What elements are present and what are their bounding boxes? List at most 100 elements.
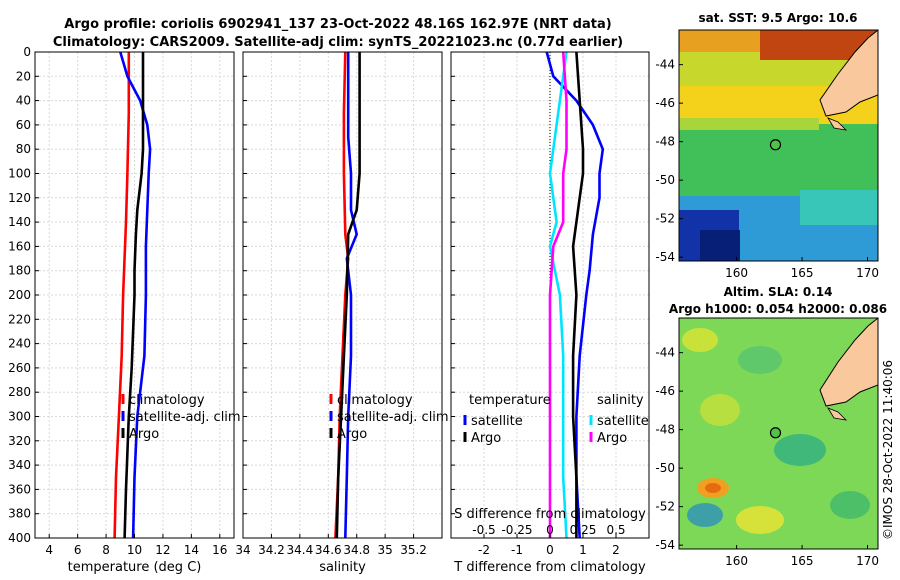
x-tick-label: 10: [127, 543, 142, 557]
map-y-tick-label: -52: [655, 500, 675, 514]
map-y-tick-label: -54: [655, 250, 675, 264]
x-tick-label: 14: [184, 543, 199, 557]
map-y-tick-label: -44: [655, 58, 675, 72]
y-tick-label: 380: [8, 507, 31, 521]
y-tick-label: 200: [8, 288, 31, 302]
s-diff-tick-label: 0.5: [606, 523, 625, 537]
y-tick-label: 340: [8, 458, 31, 472]
y-tick-label: 40: [16, 94, 31, 108]
sla-blob-6: [687, 503, 723, 527]
map-y-tick-label: -48: [655, 135, 675, 149]
sst-land: [819, 30, 878, 117]
y-tick-label: 360: [8, 482, 31, 496]
x-tick-label: 0: [546, 543, 554, 557]
sst-transition: [679, 118, 819, 130]
y-tick-label: 280: [8, 385, 31, 399]
map-x-tick-label: 165: [791, 266, 814, 280]
sst-map-title: sat. SST: 9.5 Argo: 10.6: [698, 11, 857, 25]
panel-difference: -2 -1 0 1 2 T difference from climatology temp…: [450, 51, 650, 575]
x-tick-label: 16: [212, 543, 227, 557]
legend-left-label: satellite: [471, 414, 523, 429]
sla-blob-2: [738, 346, 782, 374]
series-argo: [335, 52, 361, 539]
y-tick-label: 160: [8, 239, 31, 253]
y-tick-label: 240: [8, 337, 31, 351]
watermark: ©IMOS 28-Oct-2022 11:40:06: [881, 360, 895, 540]
map-y-tick-label: -46: [655, 96, 675, 110]
header-line2: Climatology: CARS2009. Satellite-adj cli…: [53, 35, 623, 50]
x-axis-label: temperature (deg C): [68, 560, 202, 575]
sla-blob-1: [682, 328, 718, 352]
map-y-tick-label: -48: [655, 423, 675, 437]
sst-frame: [678, 29, 879, 262]
x-tick-label: 2: [612, 543, 620, 557]
map-y-tick-label: -50: [655, 461, 675, 475]
legend-label: Argo: [337, 427, 367, 442]
y-tick-label: 140: [8, 215, 31, 229]
map-y-tick-label: -50: [655, 173, 675, 187]
y-tick-label: 260: [8, 361, 31, 375]
s-diff-tick-label: -0.25: [501, 523, 532, 537]
x-tick-label: 35.2: [400, 543, 427, 557]
panel-salinity: 34 34.2 34.4 34.6 34.8 35 35.2 salinity climatol…: [235, 51, 449, 575]
x-tick-label: 34: [235, 543, 250, 557]
panel-temperature: 4 6 8 10 12 14 16 temperature (deg C) 0 20 40 60 80 1…: [8, 45, 241, 575]
map-y-tick-label: -46: [655, 384, 675, 398]
x-tick-label: 34.4: [286, 543, 313, 557]
x-axis-label: salinity: [319, 560, 366, 575]
sla-blob-5-core: [705, 483, 721, 493]
x-tick-label: 4: [45, 543, 53, 557]
legend-right-title: salinity: [597, 393, 644, 408]
sla-map-title2: Argo h1000: 0.054 h2000: 0.086: [669, 302, 887, 316]
legend-label: satellite-adj. clim: [337, 410, 449, 425]
y-tick-label: 20: [16, 69, 31, 83]
sla-frame: [678, 317, 879, 550]
x-tick-label: 1: [579, 543, 587, 557]
y-tick-label: 300: [8, 410, 31, 424]
x-tick-label: 8: [102, 543, 110, 557]
sla-blob-8: [830, 491, 870, 519]
map-x-tick-label: 170: [856, 266, 879, 280]
x-tick-label: -2: [478, 543, 490, 557]
map-x-tick-label: 160: [725, 266, 748, 280]
sla-land: [819, 318, 878, 407]
s-diff-axis-label: S difference from climatology: [454, 507, 646, 522]
y-tick-label: 320: [8, 434, 31, 448]
series-climatology: [113, 52, 131, 539]
sla-blob-3: [700, 394, 740, 426]
legend-label: Argo: [129, 427, 159, 442]
sst-argo-marker: [769, 139, 782, 151]
sla-ticks: 160 165 170 -44 -46 -48 -50 -52 -54: [655, 346, 879, 568]
x-tick-label: 12: [155, 543, 170, 557]
series-satellite-adj-clim: [344, 52, 359, 539]
legend-right-label: satellite: [597, 414, 649, 429]
y-tick-label: 100: [8, 167, 31, 181]
legend-label: satellite-adj. clim: [129, 410, 241, 425]
sla-argo-marker: [769, 427, 782, 439]
legend-label: climatology: [337, 393, 413, 408]
x-axis-label: T difference from climatology: [453, 560, 646, 575]
series-satellite-adj-clim: [119, 51, 152, 539]
sst-teal-patch: [800, 190, 878, 225]
sla-blob-4: [774, 434, 826, 466]
y-tick-label: 220: [8, 312, 31, 326]
legend-left-title: temperature: [469, 393, 551, 408]
sst-map: sat. SST: 9.5 Argo: 10.6 160 165 170 -44 -46…: [655, 11, 879, 280]
s-diff-tick-label: -0.5: [472, 523, 495, 537]
map-y-tick-label: -44: [655, 346, 675, 360]
sst-ticks: 160 165 170 -44 -46 -48 -50 -52 -54: [655, 58, 879, 280]
y-tick-label: 120: [8, 191, 31, 205]
x-tick-label: 34.6: [315, 543, 342, 557]
y-tick-label: 180: [8, 264, 31, 278]
legend-left-label: Argo: [471, 431, 501, 446]
map-y-tick-label: -52: [655, 212, 675, 226]
s-diff-tick-label: 0.25: [570, 523, 597, 537]
y-tick-label: 60: [16, 118, 31, 132]
map-y-tick-label: -54: [655, 538, 675, 552]
x-tick-label: 6: [74, 543, 82, 557]
map-x-tick-label: 160: [725, 554, 748, 568]
s-diff-tick-label: 0: [546, 523, 554, 537]
legend-right-label: Argo: [597, 431, 627, 446]
